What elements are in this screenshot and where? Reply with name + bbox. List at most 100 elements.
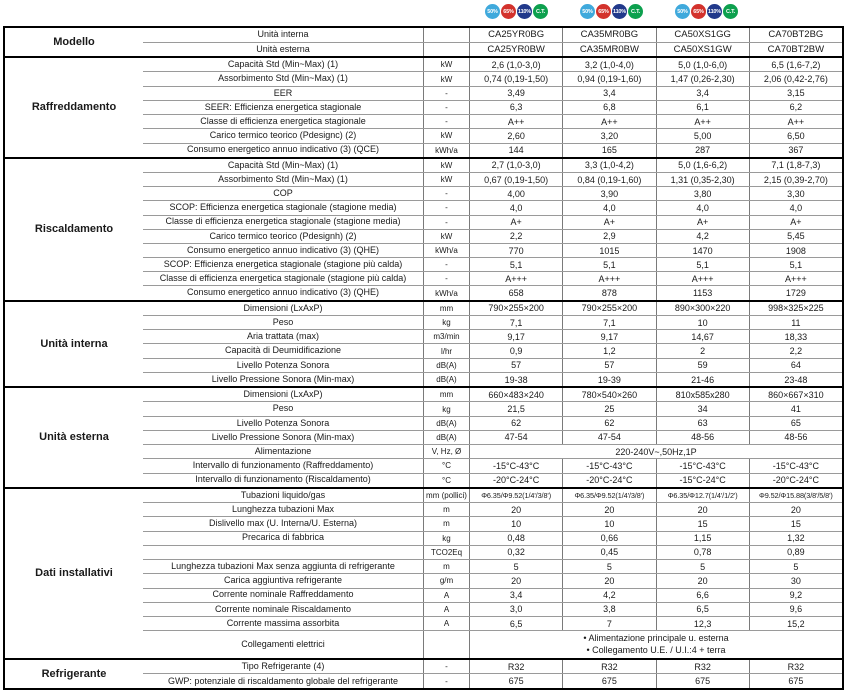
value-cell: 2,7 (1,0-3,0) [469,158,562,172]
value-cell: 6,5 [655,602,749,617]
value-cell: R32 [562,659,655,674]
row-label: Dimensioni (LxAxP) [243,389,323,400]
badge-50-icon: 50% [675,4,690,19]
value-cell: 59 [655,358,749,372]
value-cell: 0,66 [562,531,655,545]
value-cell: 20 [469,574,562,588]
value-cell: -20°C-24°C [562,473,655,487]
span-line: • Collegamento U.E. / U.I.:4 + terra [586,644,726,655]
value-cell: 4,0 [469,201,562,215]
section-rows: Tipo Refrigerante (4) - R32 R32 R32 R32 GWP: p… [143,659,842,689]
value-cell: 2,6 (1,0-3,0) [469,58,562,72]
value-cell: 20 [655,503,749,517]
section-title: Riscaldamento [34,223,114,236]
table-row: Corrente nominale Raffreddamento A 3,4 4,2 6… [143,587,842,602]
section-rows: Unità interna CA25YR0BG CA35MR0BG CA50XS1GG… [143,28,842,57]
value-cell: 1,47 (0,26-2,30) [655,72,749,86]
unit-cell: kg [423,315,469,330]
unit-cell: kW [423,172,469,187]
value-cell: 15,2 [748,617,842,631]
row-label: Consumo energetico annuo indicativo (3) … [186,287,380,298]
table-row: Tipo Refrigerante (4) - R32 R32 R32 R32 [143,659,842,674]
unit-cell: kWh/a [423,286,469,300]
table-row: Intervallo di funzionamento (Riscaldamen… [143,472,842,487]
section-riscaldamento: Riscaldamento Capacità Std (Min~Max) (1) k… [5,156,842,300]
value-cell: CA25YR0BW [469,42,562,57]
unit-cell: m [423,503,469,517]
value-cell: 7,1 [562,315,655,330]
value-cell: 9,6 [748,602,842,617]
badge-group: 50% 65% 110% C.T. [659,4,754,19]
value-cell: Φ6.35/Φ12.7(1/4'/1/2') [655,488,749,503]
value-cell: 6,6 [655,588,749,602]
row-label: Tipo Refrigerante (4) [241,660,325,671]
badge-110-icon: 110% [707,4,722,19]
table-row: Consumo energetico annuo indicativo (3) … [143,285,842,300]
value-cell: 860×667×310 [748,388,842,402]
value-cell: 9,2 [748,588,842,602]
value-cell: 10 [469,517,562,531]
value-cell: 287 [655,143,749,157]
value-cell: 810x585x280 [655,388,749,402]
section-unit-esterna: Unità esterna Dimensioni (LxAxP) mm 660×483… [5,386,842,487]
row-label: Collegamenti elettrici [241,638,325,649]
value-cell: 5,1 [562,258,655,272]
value-cell: 41 [748,402,842,416]
value-cell: -15°C-43°C [748,459,842,473]
value-cell: 3,0 [469,602,562,617]
section-rows: Capacità Std (Min~Max) (1) kW 2,7 (1,0-3,0… [143,158,842,300]
value-cell: 2,2 [748,344,842,358]
value-cell: 367 [748,143,842,157]
row-label: EER [273,87,293,98]
value-cell: 64 [748,358,842,372]
value-cell: 6,3 [469,100,562,115]
value-cell: 4,2 [655,229,749,243]
value-cell: 0,74 (0,19-1,50) [469,72,562,86]
value-cell: Φ6.35/Φ9.52(1/4'/3/8') [469,488,562,503]
value-cell: 1470 [655,243,749,258]
value-cell: 3,3 (1,0-4,2) [562,158,655,172]
row-label: GWP: potenziale di riscaldamento globale… [167,675,399,686]
value-cell: 3,2 (1,0-4,0) [562,58,655,72]
row-label: SCOP: Efficienza energetica stagionale (… [163,258,403,269]
value-cell: CA35MR0BG [562,28,655,42]
row-label: SEER: Efficienza energetica stagionale [204,101,362,112]
unit-cell: m [423,560,469,574]
value-cell: 3,90 [562,187,655,201]
row-label: Peso [272,316,294,327]
value-cell: 5,0 (1,6-6,2) [655,158,749,172]
value-cell: 5,1 [655,258,749,272]
unit-cell: A [423,602,469,617]
spec-table: Modello Unità interna CA25YR0BG CA35MR0BG CA… [3,26,844,690]
unit-cell: TCO2Eq [423,545,469,560]
unit-cell: g/m [423,574,469,588]
unit-cell: kg [423,531,469,545]
value-cell: 2,60 [469,129,562,143]
value-cell: 660×483×240 [469,388,562,402]
value-cell: 3,4 [655,86,749,100]
value-cell: 2,9 [562,229,655,243]
unit-cell: V, Hz, Ø [423,445,469,459]
table-row: Livello Potenza Sonora dB(A) 57 57 59 64 [143,357,842,372]
value-cell: -15°C-24°C [655,473,749,487]
table-row: Consumo energetico annuo indicativo (3) … [143,142,842,157]
value-cell: CA70BT2BG [748,28,842,42]
section-refrigerante: Refrigerante Tipo Refrigerante (4) - R32 R32… [5,657,842,689]
row-label: Tubazioni liquido/gas [240,489,326,500]
span-value-cell: 220-240V~,50Hz,1P [469,445,842,459]
badge-ct-icon: C.T. [723,4,738,19]
row-label: Alimentazione [254,446,312,456]
value-cell: A++ [748,115,842,129]
value-cell: 790×255×200 [562,301,655,315]
value-cell: 165 [562,143,655,157]
value-cell: 19-39 [562,372,655,387]
badge-65-icon: 65% [501,4,516,19]
value-cell: 1908 [748,243,842,258]
value-cell: 4,0 [748,201,842,215]
value-cell: 20 [469,503,562,517]
unit-cell: m [423,517,469,531]
row-label: Classe di efficienza energetica stagiona… [165,216,401,227]
table-row: Carica aggiuntiva refrigerante g/m 20 20 20 3… [143,573,842,588]
value-cell: 5,0 (1,0-6,0) [655,58,749,72]
value-cell: A+ [655,215,749,229]
